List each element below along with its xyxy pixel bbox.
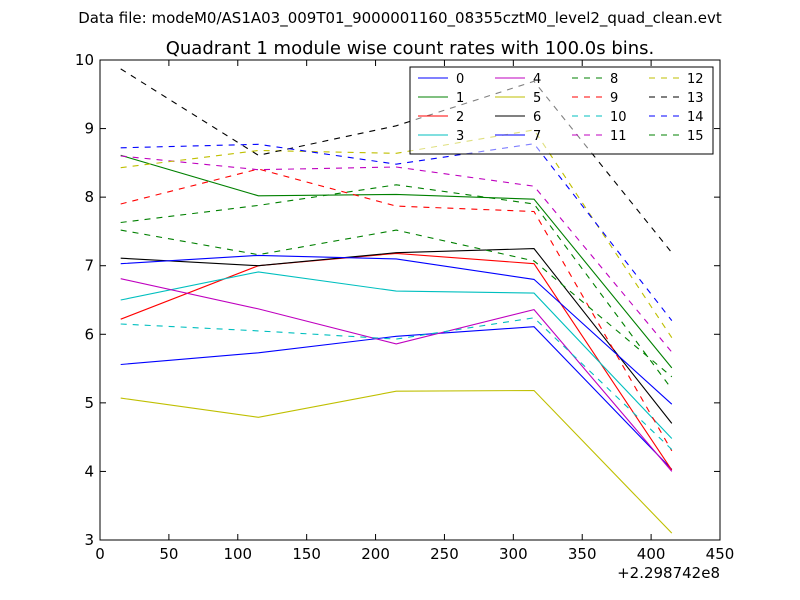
legend-label-5: 5: [533, 91, 541, 106]
series-line-9: [120, 168, 673, 452]
legend-label-3: 3: [456, 129, 464, 144]
series-line-7: [120, 254, 673, 405]
series-line-4: [120, 278, 673, 472]
data-file-header: Data file: modeM0/AS1A03_009T01_90000011…: [78, 9, 722, 28]
legend-label-8: 8: [610, 72, 618, 87]
x-tick-label: 250: [430, 545, 459, 563]
plot-area-frame: [99, 59, 721, 541]
legend-label-11: 11: [610, 129, 627, 144]
x-tick-label: 50: [159, 545, 178, 563]
x-tick-label: 450: [706, 545, 735, 563]
legend-label-10: 10: [610, 110, 627, 125]
series-line-6: [120, 248, 673, 424]
series-line-8: [120, 184, 673, 390]
legend-label-2: 2: [456, 110, 464, 125]
series-line-2: [120, 252, 673, 471]
y-tick-label: 9: [84, 120, 94, 138]
legend-label-15: 15: [687, 129, 704, 144]
series-line-15: [120, 229, 673, 378]
legend-label-9: 9: [610, 91, 618, 106]
legend-label-1: 1: [456, 91, 464, 106]
series-line-12: [120, 129, 673, 339]
series-line-1: [120, 154, 673, 369]
legend-label-6: 6: [533, 110, 541, 125]
legend-label-12: 12: [687, 72, 704, 87]
series-line-14: [120, 143, 673, 321]
y-tick-label: 8: [84, 188, 94, 206]
legend-label-4: 4: [533, 72, 541, 87]
series-line-11: [120, 155, 673, 353]
x-tick-label: 300: [499, 545, 528, 563]
x-tick-label: 0: [95, 545, 105, 563]
y-tick-label: 10: [75, 51, 94, 69]
series-line-3: [120, 271, 673, 439]
legend-label-13: 13: [687, 91, 704, 106]
y-tick-label: 6: [84, 325, 94, 343]
legend-label-14: 14: [687, 110, 704, 125]
legend-label-7: 7: [533, 129, 541, 144]
legend-label-0: 0: [456, 72, 464, 87]
y-tick-label: 3: [84, 531, 94, 549]
x-tick-label: 150: [292, 545, 321, 563]
y-tick-label: 4: [84, 462, 94, 480]
x-tick-label: 200: [361, 545, 390, 563]
series-line-5: [120, 389, 673, 534]
x-axis: 0 50 100 150 200 250 300 350 400 450: [95, 60, 734, 563]
x-tick-label: 100: [223, 545, 252, 563]
x-tick-label: 400: [637, 545, 666, 563]
legend-box: [409, 66, 714, 155]
chart-title: Quadrant 1 module wise count rates with …: [166, 38, 655, 59]
series-line-0: [120, 326, 673, 470]
x-axis-offset-label: +2.298742e8: [617, 564, 720, 582]
y-tick-label: 5: [84, 394, 94, 412]
x-tick-label: 350: [568, 545, 597, 563]
y-tick-label: 7: [84, 257, 94, 275]
